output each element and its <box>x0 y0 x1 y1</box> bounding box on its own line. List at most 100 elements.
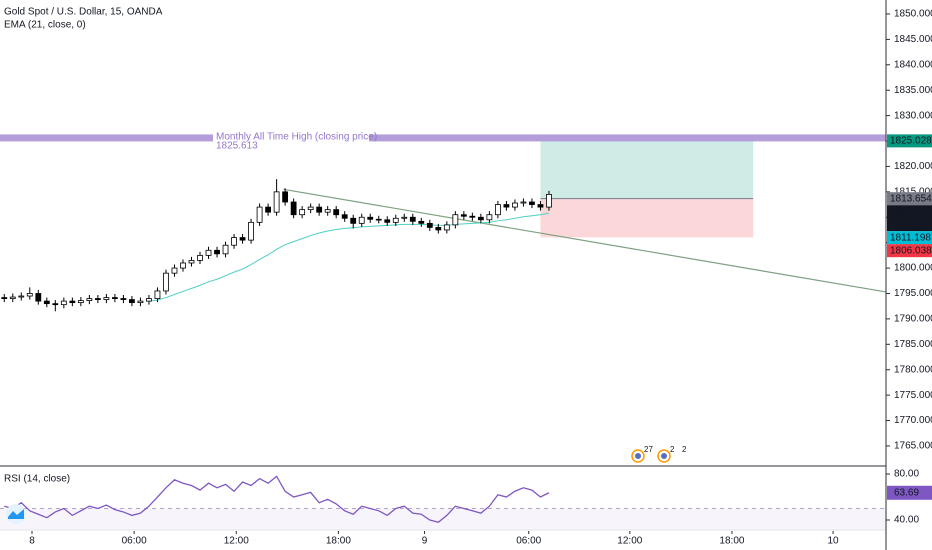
candle-body <box>426 222 433 228</box>
y-tick-label: 1770.000 <box>894 415 932 426</box>
candle-body <box>503 204 510 208</box>
candle-body <box>214 249 220 255</box>
candle-body <box>477 216 484 221</box>
candle-body <box>333 209 340 216</box>
price-badge <box>887 231 932 245</box>
logo-shape <box>8 509 24 519</box>
trendline <box>283 188 887 293</box>
candle-body <box>392 217 399 223</box>
candle-body <box>273 191 280 213</box>
candle-body <box>265 206 271 213</box>
y-tick-label: 1780.000 <box>894 364 932 375</box>
price-badge-label: 1806.038 <box>890 245 932 256</box>
candle-body <box>299 209 306 216</box>
candle-body <box>52 303 59 306</box>
event-flag <box>635 453 641 459</box>
candle-body <box>94 298 101 300</box>
candle-body <box>256 206 263 223</box>
candle-body <box>239 237 246 241</box>
y-tick-label: 1830.000 <box>894 110 932 121</box>
candle-body <box>316 206 323 213</box>
price-badge <box>887 205 932 232</box>
candle-body <box>1 297 8 299</box>
candle-body <box>120 298 127 300</box>
candle-body <box>282 191 289 203</box>
rsi-line <box>4 475 550 524</box>
candle-body <box>197 254 203 261</box>
candle-body <box>129 299 135 304</box>
candle-body <box>546 193 552 208</box>
candle-body <box>384 219 391 223</box>
candle-body <box>375 218 382 221</box>
y-tick-label: 1785.000 <box>894 339 932 350</box>
candle-body <box>9 296 16 299</box>
candle-body <box>358 216 365 224</box>
candle-body <box>77 300 84 304</box>
price-badge-label: 1813.654 <box>890 193 932 204</box>
rsi-badge-label: 63.69 <box>894 487 919 498</box>
price-badge-label: 1811.198 <box>890 232 931 243</box>
candle-body <box>409 216 416 222</box>
candle-body <box>460 214 467 217</box>
candle-body <box>111 297 118 299</box>
candle-body <box>35 293 42 302</box>
ema-line <box>148 212 550 302</box>
price-badge <box>887 134 932 148</box>
level-band <box>0 134 213 142</box>
x-tick-label: 9 <box>422 536 428 547</box>
level-value: 1825.613 <box>216 141 258 152</box>
y-tick-label: 1815.000 <box>894 186 932 197</box>
rsi-tick-label: 40.00 <box>894 515 919 526</box>
candle-body <box>512 202 518 208</box>
candle-body <box>367 216 374 220</box>
candle-body <box>163 272 169 292</box>
candle-body <box>188 260 195 264</box>
x-tick-label: 06:00 <box>516 536 541 547</box>
chart-title: Gold Spot / U.S. Dollar, 15, OANDA <box>4 7 163 18</box>
candle-body <box>290 201 297 216</box>
price-badge-label: 1825.028 <box>890 136 932 147</box>
y-tick-label: 1800.000 <box>894 263 932 274</box>
y-tick-label: 1765.000 <box>894 441 932 452</box>
event-count: 2 <box>682 445 687 454</box>
price-badge-label: 1813.616 <box>890 206 932 217</box>
candle-body <box>350 217 357 224</box>
candle-body <box>307 206 314 211</box>
logo <box>6 504 26 524</box>
rsi-pane <box>0 475 886 530</box>
candle-body <box>418 220 425 224</box>
x-tick-label: 12:00 <box>617 536 642 547</box>
y-tick-label: 1820.000 <box>894 161 932 172</box>
x-tick-label: 10 <box>827 536 839 547</box>
price-badge <box>887 244 932 258</box>
candle-body <box>231 237 237 246</box>
level-label: Monthly All Time High (closing price) <box>216 132 377 143</box>
indicator-label: EMA (21, close, 0) <box>4 20 86 31</box>
candle-body <box>86 298 93 301</box>
candle-body <box>154 290 161 299</box>
y-tick-label: 1840.000 <box>894 59 932 70</box>
candle-body <box>205 249 212 256</box>
candle-body <box>435 227 442 231</box>
candle-body <box>401 216 408 219</box>
candle-body <box>520 201 527 204</box>
candle-body <box>537 204 544 208</box>
y-tick-label: 1835.000 <box>894 85 932 96</box>
candle-body <box>146 298 152 302</box>
x-tick-label: 8 <box>29 536 35 547</box>
x-tick-label: 18:00 <box>326 536 351 547</box>
y-tick-label: 1850.000 <box>894 9 932 20</box>
y-tick-label: 1790.000 <box>894 314 932 325</box>
position-profit <box>540 140 754 199</box>
candle-body <box>469 215 476 218</box>
candle-body <box>452 214 459 226</box>
y-tick-label: 1795.000 <box>894 288 932 299</box>
price-pane: Monthly All Time High (closing price)182… <box>0 132 887 463</box>
candle-body <box>171 267 178 274</box>
candle-body <box>60 300 67 306</box>
candle-body <box>26 293 33 297</box>
x-tick-label: 06:00 <box>122 536 147 547</box>
candle-body <box>222 244 229 255</box>
